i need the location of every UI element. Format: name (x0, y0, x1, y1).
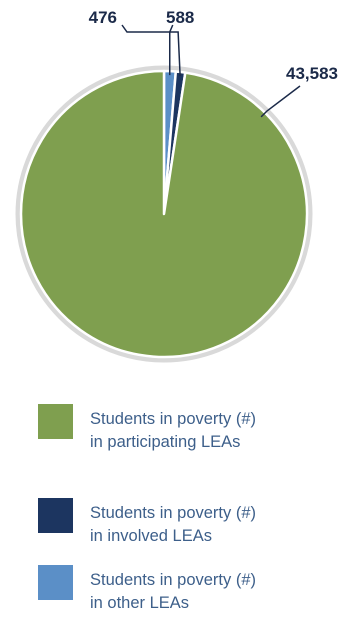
leader-line-participating (260, 85, 301, 118)
data-label-other: 588 (166, 8, 194, 27)
data-label-participating: 43,583 (286, 64, 338, 83)
legend-label-involved-line1: Students in poverty (#) (90, 504, 256, 522)
pie-slice-participating (19, 69, 309, 359)
legend-label-other-line1: Students in poverty (#) (90, 571, 256, 589)
data-label-involved: 476 (89, 8, 117, 27)
legend-swatch-participating (38, 404, 73, 439)
legend-label-participating-line2: in participating LEAs (90, 433, 241, 451)
pie-slices (19, 69, 309, 359)
pie-chart: 476 588 43,583 (15, 8, 338, 363)
legend-label-other-line2: in other LEAs (90, 594, 190, 612)
legend-label-participating-line1: Students in poverty (#) (90, 410, 256, 428)
data-labels: 476 588 43,583 (89, 8, 338, 83)
legend-swatch-involved (38, 498, 73, 533)
leader-lines (121, 24, 301, 118)
leader-line-involved (121, 24, 181, 76)
legend-swatch-other (38, 565, 73, 600)
legend-label-involved-line2: in involved LEAs (90, 527, 212, 545)
